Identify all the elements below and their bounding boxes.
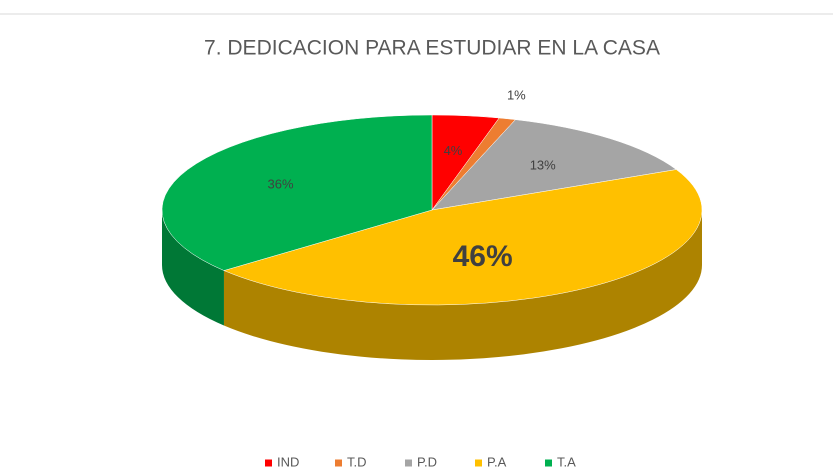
data-label: 13% (530, 157, 556, 172)
slice (223, 169, 703, 306)
legend-label: P.D (417, 454, 437, 469)
slice (431, 119, 677, 211)
legend-swatch (405, 459, 412, 467)
chart-title: 7. DEDICACION PARA ESTUDIAR EN LA CASA (204, 37, 660, 60)
data-label: 46% (453, 240, 513, 273)
slice-side (162, 210, 224, 326)
data-label: 1% (507, 87, 526, 102)
data-label: 4% (444, 143, 463, 158)
legend-swatch (335, 459, 342, 467)
legend-swatch (545, 459, 552, 467)
legend-swatch (265, 459, 272, 467)
data-label: 36% (268, 176, 294, 191)
legend-label: T.D (347, 454, 367, 469)
slice (161, 114, 433, 271)
legend-label: P.A (487, 454, 507, 469)
legend-label: IND (277, 454, 299, 469)
legend-swatch (475, 459, 482, 467)
legend-label: T.A (557, 454, 576, 469)
slice-side (223, 210, 702, 360)
